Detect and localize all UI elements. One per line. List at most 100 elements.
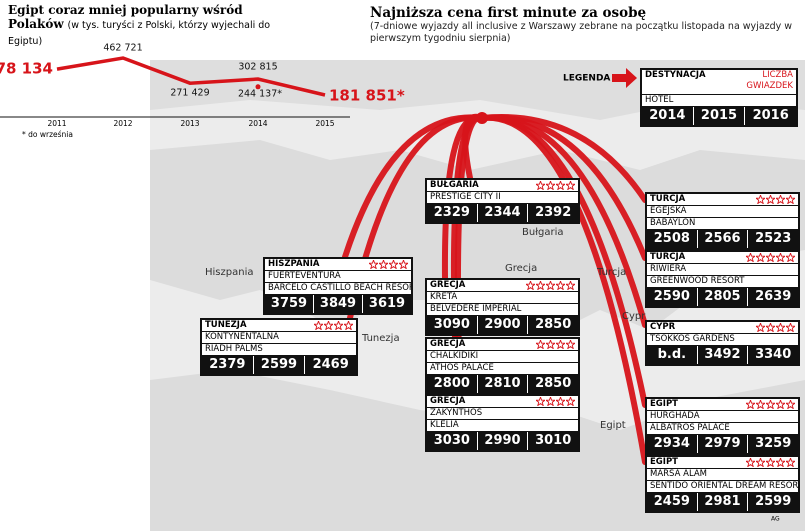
star	[786, 195, 795, 204]
legend-year: 2016	[744, 107, 796, 125]
offer-country: EGIPT	[650, 399, 678, 409]
price: 2344	[476, 204, 528, 222]
offer-card: EGIPT HURGHADA ALBATROS PALACE 2934 2979 3259	[645, 397, 800, 455]
stars	[314, 321, 353, 330]
offer-hotel: ALBATROS PALACE	[647, 423, 798, 435]
star	[379, 260, 388, 269]
legend-arrow	[612, 68, 637, 88]
x-tick-label: 2014	[248, 119, 267, 128]
star	[786, 458, 795, 467]
offer-card: GRECJA CHALKIDIKI ATHOS PALACE 2800 2810 2850	[425, 337, 580, 395]
offer-region: EGEJSKA	[647, 206, 798, 218]
star	[756, 323, 765, 332]
price: 3492	[696, 346, 748, 364]
offer-card: HISZPANIA FUERTEVENTURA BARCELO CASTILLO B…	[263, 257, 413, 315]
offer-country: HISZPANIA	[268, 259, 320, 269]
star	[786, 400, 795, 409]
stars	[756, 195, 795, 204]
offer-hotel: BARCELO CASTILLO BEACH RESORT	[265, 283, 411, 295]
country-label: Tunezja	[361, 333, 400, 344]
price: 2805	[696, 288, 748, 306]
star	[566, 340, 575, 349]
price: 2599	[747, 493, 798, 511]
offer-region: RIWIERA	[647, 264, 798, 276]
star	[766, 400, 775, 409]
legend-label: LEGENDA	[563, 74, 610, 84]
stars	[536, 181, 575, 190]
offer-card: EGIPT MARSA ALAM SENTIDO ORIENTAL DREAM RE…	[645, 455, 800, 513]
star	[566, 281, 575, 290]
offer-header: BUŁGARIA	[427, 180, 578, 192]
price: 2566	[696, 230, 748, 248]
offer-hotel: RIADH PALMS	[202, 344, 356, 356]
star	[334, 321, 343, 330]
x-tick-label: 2013	[180, 119, 199, 128]
star	[756, 195, 765, 204]
offer-header: TURCJA	[647, 194, 798, 206]
price: 3259	[747, 435, 798, 453]
offer-prices: 2934 2979 3259	[647, 435, 798, 453]
star	[546, 181, 555, 190]
offer-prices: b.d. 3492 3340	[647, 346, 798, 364]
line	[56, 56, 326, 97]
offer-header: TUNEZJA	[202, 320, 356, 332]
offer-region: KRETA	[427, 292, 578, 304]
price: b.d.	[657, 347, 687, 362]
offer-region: CHALKIDIKI	[427, 351, 578, 363]
price: 2329	[433, 205, 470, 220]
star	[314, 321, 323, 330]
price: 2800	[433, 376, 470, 391]
star	[556, 397, 565, 406]
offer-hotel: GREENWOOD RESORT	[647, 276, 798, 288]
offer-hotel: SENTIDO ORIENTAL DREAM RESORT	[647, 481, 798, 493]
offer-country: TURCJA	[650, 252, 686, 262]
legend-years: 2014 2015 2016	[642, 107, 796, 125]
offer-hotel: PRESTIGE CITY II	[427, 192, 578, 204]
footnote: * do września	[22, 130, 73, 139]
credit: AG	[771, 516, 780, 523]
offer-card: TURCJA EGEJSKA BABAYLON 2508 2566 2523	[645, 192, 800, 250]
offer-region: KONTYNENTALNA	[202, 332, 356, 344]
offer-card: TURCJA RIWIERA GREENWOOD RESORT 2590 2805 263…	[645, 250, 800, 308]
star	[556, 281, 565, 290]
country-label: Hiszpania	[205, 267, 253, 278]
star	[546, 281, 555, 290]
price: 3619	[362, 295, 411, 313]
chart-title: Egipt coraz mniej popularny wśród Polakó…	[8, 3, 243, 31]
offer-region: FUERTEVENTURA	[265, 271, 411, 283]
offer-header: EGIPT	[647, 399, 798, 411]
star	[344, 321, 353, 330]
stars	[536, 340, 575, 349]
price: 2810	[476, 375, 528, 393]
price: 3340	[747, 346, 798, 364]
price: 2850	[527, 375, 578, 393]
offer-card: CYPR TSOKKOS GARDENS b.d. 3492 3340	[645, 320, 800, 366]
star	[536, 397, 545, 406]
star	[786, 253, 795, 262]
star	[556, 340, 565, 349]
offer-header: GRECJA	[427, 396, 578, 408]
map-subtitle: (7-dniowe wyjazdy all inclusive z Warsza…	[370, 21, 793, 44]
x-tick-label: 2012	[113, 119, 132, 128]
offer-header: GRECJA	[427, 339, 578, 351]
offer-prices: 3090 2900 2850	[427, 316, 578, 334]
offer-prices: 2459 2981 2599	[647, 493, 798, 511]
star	[399, 260, 408, 269]
offer-header: CYPR	[647, 322, 798, 334]
x-tick-label: 2015	[315, 119, 334, 128]
offer-prices: 2508 2566 2523	[647, 230, 798, 248]
stars	[536, 397, 575, 406]
price: 2590	[653, 289, 690, 304]
legend-stars: LICZBA GWIAZDEK	[746, 70, 793, 91]
map-title: Najniższa cena first minute za osobę	[370, 5, 647, 21]
star	[536, 181, 545, 190]
star	[324, 321, 333, 330]
value-label: 271 429	[170, 88, 209, 99]
value-label: 462 721	[103, 43, 142, 54]
price: 2508	[653, 231, 690, 246]
offer-header: HISZPANIA	[265, 259, 411, 271]
price: 2981	[696, 493, 748, 511]
marker	[255, 84, 261, 90]
country-label: Cypr	[622, 311, 646, 322]
